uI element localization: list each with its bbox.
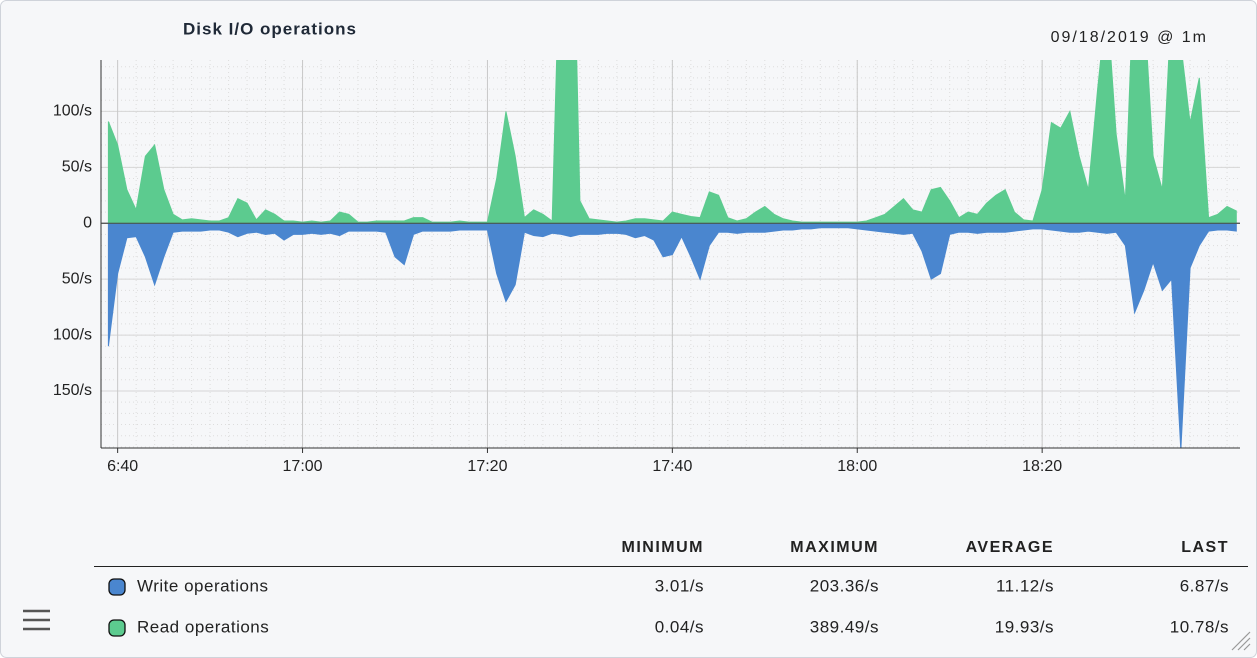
- y-tick-label: 50/s: [62, 270, 92, 287]
- plot: [107, 60, 1237, 448]
- column-header: MINIMUM: [622, 539, 704, 556]
- stat-value: 389.49/s: [810, 617, 879, 636]
- legend-label: Write operations: [137, 576, 268, 595]
- legend-swatch: [108, 619, 126, 637]
- y-tick-label: 100/s: [53, 103, 92, 120]
- legend-table: MINIMUM MAXIMUM AVERAGE LAST Write operation…: [94, 539, 1248, 637]
- chart-title: Disk I/O operations: [183, 19, 357, 38]
- timestamp: 09/18/2019 @ 1m: [1051, 29, 1208, 46]
- x-tick-label: 17:20: [467, 458, 507, 475]
- x-tick-label: 18:20: [1022, 458, 1062, 475]
- axes: 100/s 50/s 0 50/s 100/s 150/s 6:40 17:00 17:20 17…: [53, 60, 1240, 475]
- menu-icon[interactable]: [23, 609, 50, 631]
- column-header: LAST: [1181, 539, 1229, 556]
- x-tick-label: 6:40: [107, 458, 138, 475]
- y-tick-label: 50/s: [62, 159, 92, 176]
- area: [107, 222, 1237, 448]
- stat-value: 203.36/s: [810, 576, 879, 595]
- x-tick-label: 17:40: [652, 458, 692, 475]
- stat-value: 11.12/s: [996, 576, 1054, 595]
- legend-label: Read operations: [137, 617, 269, 636]
- x-tick-label: 17:00: [283, 458, 323, 475]
- column-header: MAXIMUM: [790, 539, 879, 556]
- stat-value: 19.93/s: [995, 617, 1054, 636]
- stat-value: 10.78/s: [1170, 617, 1229, 636]
- stat-value: 3.01/s: [655, 576, 704, 595]
- y-tick-label: 150/s: [53, 382, 92, 399]
- x-tick-label: 18:00: [837, 458, 877, 475]
- column-header: AVERAGE: [966, 539, 1054, 556]
- stat-value: 0.04/s: [655, 617, 704, 636]
- area: [107, 60, 1237, 224]
- y-tick-label: 0: [83, 214, 92, 231]
- resize-grip[interactable]: [1231, 631, 1251, 651]
- stat-value: 6.87/s: [1180, 576, 1229, 595]
- y-tick-label: 100/s: [53, 326, 92, 343]
- legend-swatch: [108, 578, 126, 596]
